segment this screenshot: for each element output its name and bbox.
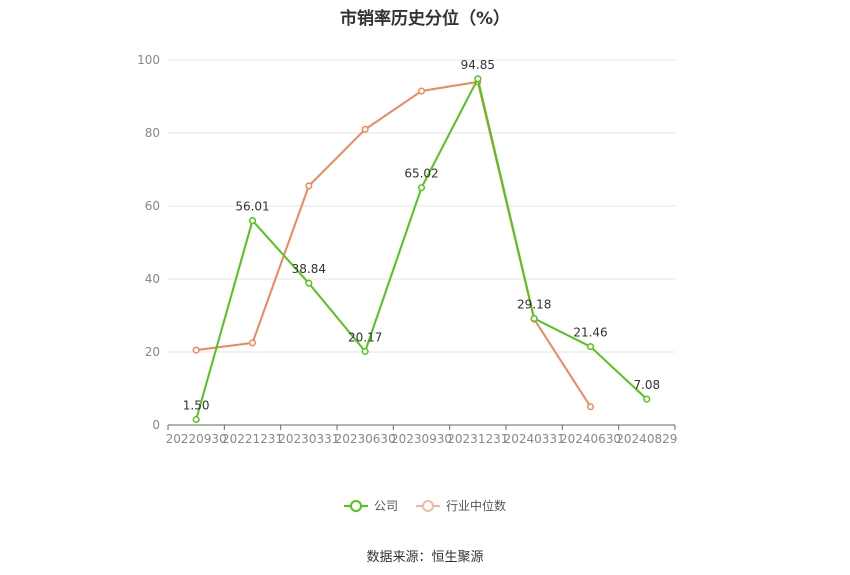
chart-title: 市销率历史分位（%）	[339, 9, 511, 29]
data-label: 38.84	[292, 262, 326, 276]
x-tick-label: 20230630	[335, 432, 396, 446]
data-label: 56.01	[235, 200, 269, 214]
y-tick-label: 0	[152, 418, 160, 432]
y-tick-label: 100	[137, 53, 160, 67]
data-point-company	[305, 279, 313, 287]
data-point-company	[474, 75, 482, 83]
data-point-company	[643, 395, 651, 403]
x-tick-label: 20240630	[560, 432, 621, 446]
legend-item-industry-median[interactable]: 行业中位数	[416, 497, 506, 514]
series-line-industry-median	[196, 80, 592, 408]
x-tick-label: 20240331	[504, 432, 565, 446]
data-label: 29.18	[517, 297, 551, 311]
x-tick-label: 20220930	[166, 432, 227, 446]
data-source: 数据来源：恒生聚源	[366, 550, 484, 565]
x-tick-label: 20230930	[391, 432, 452, 446]
data-point-industry-median	[417, 87, 426, 95]
legend-swatch-company	[343, 499, 368, 513]
chart-legend: 公司 行业中位数	[0, 497, 850, 514]
data-label: 65.02	[404, 167, 438, 181]
data-label: 1.50	[183, 399, 210, 413]
data-point-industry-median	[248, 339, 257, 347]
data-label: 7.08	[633, 378, 660, 392]
data-point-company	[192, 415, 200, 424]
data-label: 20.17	[348, 330, 382, 344]
y-tick-label: 80	[145, 126, 160, 140]
x-tick-label: 20240829	[616, 432, 677, 446]
x-tick-label: 20230331	[278, 432, 339, 446]
y-tick-label: 20	[145, 345, 160, 359]
x-tick-label: 20221231	[222, 432, 283, 446]
data-point-industry-median	[305, 182, 313, 190]
series-line-company	[195, 77, 648, 420]
data-point-industry-median	[586, 403, 595, 411]
legend-swatch-industry-median	[416, 499, 440, 513]
data-point-industry-median	[192, 346, 200, 354]
y-tick-label: 60	[145, 199, 160, 213]
legend-item-company[interactable]: 公司	[343, 497, 398, 514]
data-point-company	[361, 347, 369, 355]
data-point-company	[417, 184, 426, 192]
x-tick-label: 20231231	[447, 432, 508, 446]
data-point-company	[530, 314, 538, 323]
legend-label-industry-median: 行业中位数	[446, 499, 507, 513]
data-point-company	[586, 343, 595, 351]
data-point-company	[248, 217, 257, 225]
y-tick-label: 40	[145, 272, 160, 286]
legend-label-company: 公司	[373, 499, 398, 513]
data-label: 94.85	[461, 58, 495, 72]
data-point-industry-median	[361, 125, 369, 133]
data-label: 21.46	[573, 326, 607, 340]
